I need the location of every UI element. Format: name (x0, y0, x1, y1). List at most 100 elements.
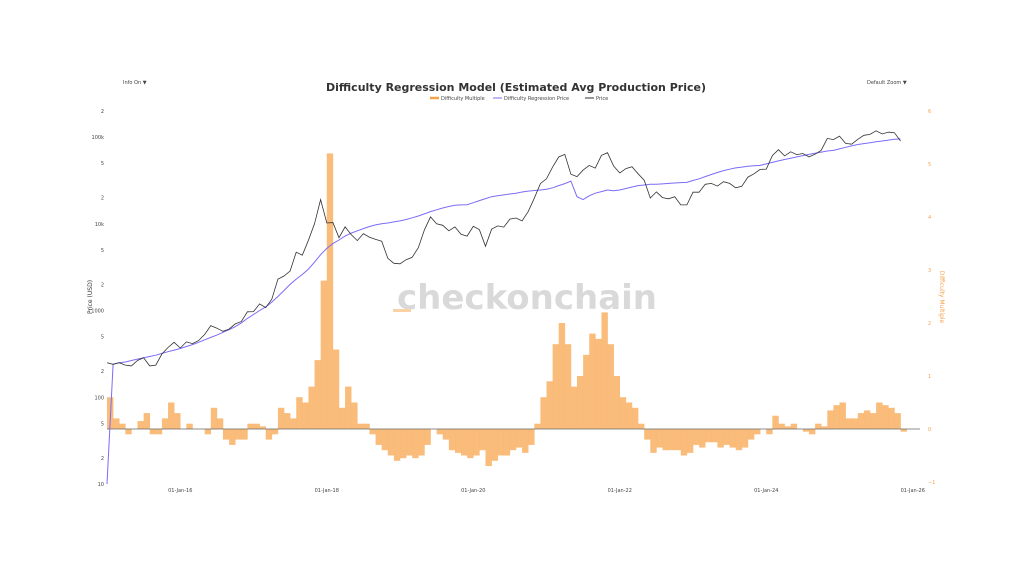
difficulty-multiple-bar (552, 344, 560, 429)
x-tick-label: 01-Jan-20 (461, 488, 485, 494)
difficulty-multiple-bar (705, 429, 712, 443)
difficulty-multiple-bar (216, 418, 224, 429)
difficulty-multiple-bar (363, 423, 370, 429)
difficulty-multiple-bar (735, 429, 743, 451)
y2-tick-label: −1 (928, 480, 935, 486)
difficulty-multiple-bar (381, 429, 389, 451)
watermark: checkonchain (397, 278, 657, 318)
difficulty-multiple-bar (308, 386, 315, 429)
difficulty-multiple-bar (497, 429, 505, 456)
difficulty-multiple-bar (467, 429, 474, 459)
x-tick-label: 01-Jan-18 (315, 488, 339, 494)
difficulty-multiple-bar (375, 429, 382, 445)
difficulty-multiple-bar (802, 429, 810, 432)
y-tick-label: 100 (94, 395, 104, 401)
difficulty-multiple-bar (699, 429, 706, 448)
difficulty-multiple-bar (284, 413, 291, 429)
difficulty-multiple-bar (485, 429, 492, 467)
difficulty-multiple-bar (332, 349, 340, 429)
difficulty-multiple-bar (265, 429, 273, 440)
difficulty-multiple-bar (137, 421, 144, 429)
difficulty-multiple-bar (155, 429, 163, 435)
difficulty-multiple-bar (870, 413, 877, 429)
difficulty-multiple-bar (168, 402, 175, 429)
difficulty-multiple-bar (247, 423, 254, 429)
difficulty-multiple-bar (479, 429, 486, 451)
difficulty-multiple-bar (454, 429, 462, 453)
difficulty-multiple-bar (149, 429, 157, 435)
difficulty-multiple-bar (644, 429, 651, 440)
difficulty-multiple-bar (393, 429, 401, 461)
y2-tick-label: 4 (928, 215, 931, 221)
difficulty-multiple-bar (277, 407, 285, 429)
zoom-dropdown-label: Default Zoom (867, 80, 902, 86)
difficulty-multiple-bar (204, 429, 212, 435)
difficulty-multiple-bar (235, 429, 242, 440)
difficulty-multiple-bar (186, 423, 193, 429)
difficulty-multiple-bar (717, 429, 724, 448)
legend: Difficulty Multiple Difficulty Regression… (430, 96, 608, 102)
difficulty-multiple-bar (808, 429, 816, 435)
difficulty-multiple-bar (259, 426, 267, 429)
difficulty-multiple-bar (619, 397, 627, 429)
difficulty-multiple-bar (900, 429, 907, 432)
difficulty-multiple-bar (784, 426, 791, 429)
chart-title: Difficulty Regression Model (Estimated A… (326, 81, 706, 94)
difficulty-multiple-bar (522, 429, 529, 453)
y-tick-label: 2 (101, 196, 104, 202)
difficulty-multiple-bar (583, 354, 590, 429)
difficulty-regression-line (106, 138, 901, 485)
difficulty-multiple-bar (656, 429, 663, 448)
difficulty-multiple-bar (729, 429, 737, 448)
info-dropdown[interactable]: Info On ▼ (123, 80, 147, 86)
difficulty-multiple-bar (876, 402, 883, 429)
legend-label: Price (596, 96, 608, 102)
difficulty-multiple-bar (827, 410, 834, 429)
difficulty-multiple-bar (345, 386, 352, 429)
difficulty-multiple-bar (601, 312, 608, 429)
y2-tick-label: 3 (928, 268, 931, 274)
difficulty-multiple-bar (418, 429, 425, 456)
difficulty-multiple-bar (119, 423, 126, 429)
difficulty-multiple-bar (882, 405, 889, 429)
difficulty-multiple-bar (351, 402, 358, 429)
difficulty-multiple-bar (851, 418, 859, 429)
difficulty-multiple-bar (723, 429, 730, 445)
difficulty-multiple-bar (125, 429, 132, 435)
difficulty-multiple-bar (229, 429, 236, 445)
y-tick-label: 5 (101, 335, 104, 341)
difficulty-multiple-bar (607, 344, 614, 429)
difficulty-multiple-bar (754, 429, 761, 435)
difficulty-multiple-bar (448, 429, 456, 451)
difficulty-multiple-bar (747, 429, 755, 440)
y-tick-label: 5 (101, 421, 104, 427)
difficulty-multiple-bar (320, 280, 328, 429)
difficulty-multiple-bar (815, 423, 822, 429)
difficulty-multiple-bar (210, 407, 218, 429)
difficulty-multiple-bar (839, 402, 846, 429)
difficulty-multiple-bar (271, 429, 279, 435)
difficulty-multiple-bar (412, 429, 419, 459)
difficulty-multiple-bar (693, 429, 700, 445)
difficulty-multiple-bar (650, 429, 657, 453)
y-tick-label: 1000 (91, 309, 104, 315)
difficulty-multiple-bar (174, 413, 181, 429)
difficulty-multiple-bar (528, 429, 535, 445)
difficulty-multiple-bar (638, 423, 645, 429)
difficulty-multiple-bar (680, 429, 688, 456)
difficulty-multiple-bar (241, 429, 248, 440)
difficulty-multiple-bar (491, 429, 498, 461)
y2-tick-label: 1 (928, 374, 931, 380)
y-tick-label: 100k (92, 135, 105, 141)
zoom-dropdown[interactable]: Default Zoom ▼ (867, 80, 907, 86)
difficulty-multiple-bar (326, 153, 334, 429)
difficulty-multiple-bar (589, 333, 596, 429)
difficulty-multiple-bar (302, 402, 309, 429)
difficulty-multiple-bar (558, 323, 566, 429)
watermark-underscore (393, 309, 411, 312)
difficulty-multiple-bar (577, 376, 584, 429)
y-tick-label: 2 (101, 109, 104, 115)
difficulty-multiple-bar (400, 429, 407, 459)
legend-label: Difficulty Regression Price (504, 96, 569, 102)
